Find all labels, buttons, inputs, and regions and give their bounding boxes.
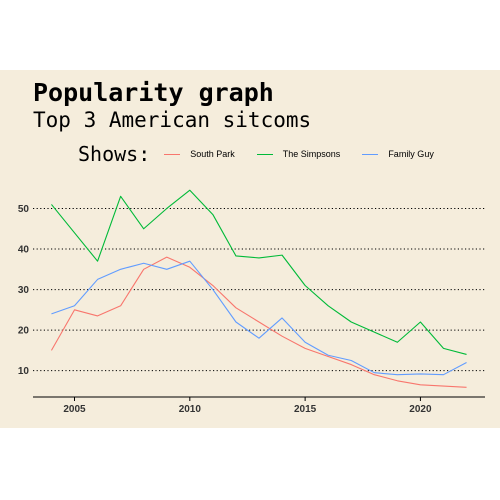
y-tick-label-20: 20 — [18, 326, 30, 337]
chart-title: Popularity graph — [33, 78, 274, 107]
x-tick-label-2005: 2005 — [63, 404, 86, 415]
legend-label-the-simpsons: The Simpsons — [282, 149, 341, 159]
legend-key-family-guy — [362, 153, 379, 155]
legend-label-family-guy: Family Guy — [388, 149, 434, 159]
legend-item-the-simpsons: The Simpsons — [256, 149, 341, 159]
x-tick-label-2020: 2020 — [409, 404, 432, 415]
legend-title: Shows: — [78, 142, 151, 166]
x-tick-label-2010: 2010 — [179, 404, 202, 415]
y-tick-label-40: 40 — [18, 245, 30, 256]
series-line-family-guy — [51, 260, 467, 376]
chart-subtitle: Top 3 American sitcoms — [33, 108, 312, 132]
axes: 10 20 30 40 50 2005 2010 2015 2020 — [18, 204, 485, 415]
legend-label-south-park: South Park — [190, 149, 235, 159]
y-tick-label-30: 30 — [18, 285, 30, 296]
y-tick-label-50: 50 — [18, 204, 30, 215]
y-tick-label-10: 10 — [18, 366, 30, 377]
series-line-south-park — [50, 256, 467, 388]
series-lines — [50, 189, 467, 388]
legend-item-south-park: South Park — [164, 149, 235, 159]
x-tick-label-2015: 2015 — [294, 404, 317, 415]
legend: Shows: South Park The Simpsons Family Gu… — [78, 142, 456, 166]
grid-lines — [33, 207, 485, 372]
series-line-the-simpsons — [51, 189, 467, 355]
legend-key-south-park — [164, 153, 181, 155]
legend-item-family-guy: Family Guy — [362, 149, 434, 159]
legend-key-the-simpsons — [256, 153, 273, 155]
